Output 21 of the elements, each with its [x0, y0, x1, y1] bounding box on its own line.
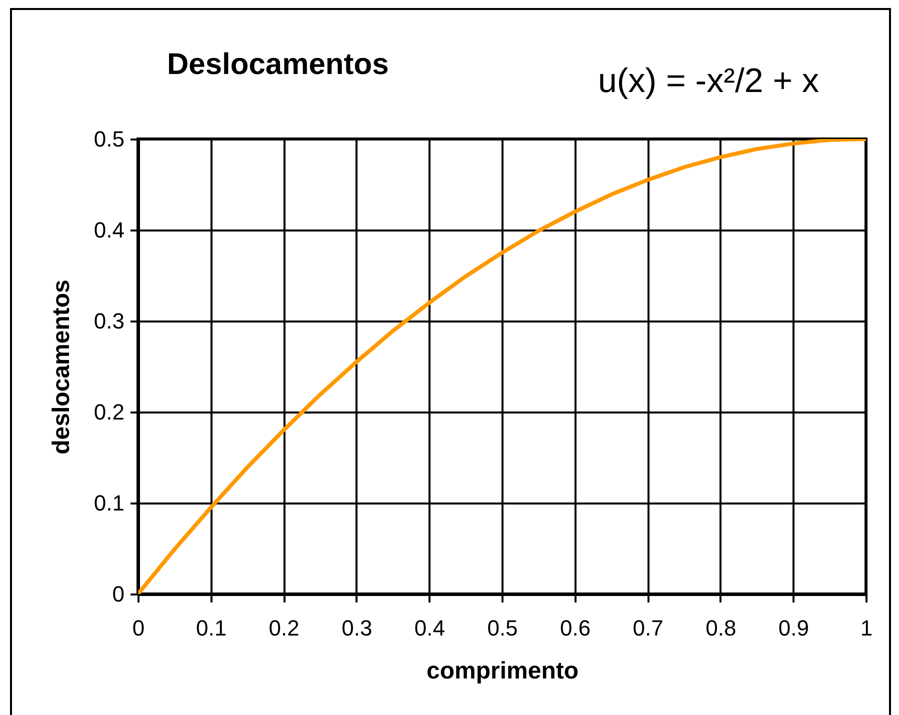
- x-tick-label: 0.1: [196, 616, 227, 640]
- y-tick-label: 0: [112, 582, 124, 606]
- x-axis-title: comprimento: [426, 658, 579, 684]
- x-tick-label: 0: [132, 616, 145, 640]
- y-tick-label: 0.3: [94, 308, 124, 334]
- x-tick-label: 0.3: [342, 616, 372, 640]
- y-tick-label: 0.5: [94, 126, 124, 152]
- y-tick-label: 0.4: [94, 218, 124, 242]
- x-tick-label: 0.5: [487, 616, 518, 640]
- y-axis-title: deslocamentos: [48, 280, 75, 454]
- x-tick-label: 0.6: [560, 616, 591, 640]
- chart-title: Deslocamentos: [167, 48, 389, 81]
- x-tick-label: 0.8: [706, 616, 736, 640]
- x-tick-label: 1: [860, 616, 873, 640]
- x-tick-label: 0.4: [414, 616, 445, 640]
- y-tick-label: 0.2: [94, 400, 124, 424]
- x-tick-label: 0.7: [632, 616, 664, 640]
- y-tick-label: 0.1: [94, 490, 124, 516]
- text: u(x) = -x²/2 + x: [598, 62, 820, 102]
- x-tick-label: 0.9: [778, 616, 809, 640]
- x-tick-label: 0.2: [268, 616, 300, 640]
